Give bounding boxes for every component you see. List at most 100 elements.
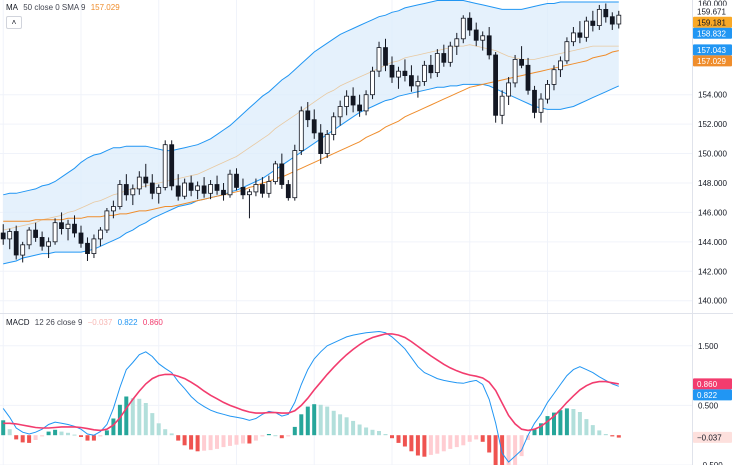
candle-body (383, 47, 388, 66)
candle (162, 140, 168, 191)
histogram-bar (53, 429, 58, 436)
candle (214, 175, 220, 195)
histogram-bar (7, 429, 12, 436)
candle (298, 106, 304, 156)
price-badge: 159.671 (693, 5, 732, 17)
price-badge-text: 159.181 (697, 18, 726, 27)
candle-body (493, 54, 499, 116)
candle (149, 174, 155, 200)
macd-badge-bg (693, 431, 732, 443)
candle-body (195, 185, 201, 191)
candle-body (227, 173, 233, 196)
candle (266, 175, 272, 198)
price-badge-text: 158.832 (697, 29, 726, 38)
ma-legend-params: 50 close 0 SMA 9 (23, 3, 86, 12)
price-tick-label: 142.000 (698, 267, 727, 276)
bollinger-upper-line (3, 0, 619, 196)
candlesticks (0, 3, 622, 263)
candle-body (324, 133, 330, 154)
candle-body (85, 242, 90, 255)
candle-body (441, 53, 447, 63)
candle (201, 177, 207, 198)
candle-body (143, 176, 149, 184)
candle (0, 224, 6, 245)
candle (52, 218, 58, 245)
histogram-bar (435, 435, 440, 454)
candle-body (318, 132, 324, 155)
histogram-bar (519, 435, 524, 457)
candle (603, 3, 609, 23)
histogram-bar (98, 435, 103, 437)
candle-body (577, 32, 583, 38)
candle (104, 208, 110, 234)
histogram-bar (402, 435, 407, 447)
candle (156, 184, 162, 204)
candle (85, 237, 90, 261)
candle-body (609, 16, 615, 25)
histogram-bar (564, 408, 569, 436)
candle (350, 87, 356, 113)
price-badge-bg (693, 16, 732, 28)
candle-body (246, 191, 252, 196)
collapse-legend-button[interactable]: ˄ (6, 16, 22, 29)
candle (331, 112, 337, 141)
candle-body (214, 184, 220, 191)
histogram-bar (143, 403, 148, 436)
price-tick-label: 144.000 (698, 238, 727, 247)
candle-body (584, 20, 589, 38)
histogram-bar (305, 406, 310, 436)
candle (499, 90, 505, 125)
candle (78, 225, 84, 248)
candle-body (13, 231, 19, 256)
candle (188, 175, 194, 197)
histogram-bar (344, 417, 349, 436)
candle (292, 144, 298, 201)
candle (246, 188, 252, 219)
candle-body (175, 185, 181, 197)
candle-body (434, 53, 440, 74)
candle (123, 174, 129, 201)
candle (441, 44, 447, 67)
candle-body (545, 84, 550, 100)
candle-body (20, 244, 26, 256)
histogram-bar (526, 435, 530, 440)
candle-body (480, 35, 486, 41)
candle-body (357, 104, 363, 112)
price-badge: 157.029 (693, 55, 732, 67)
candle (136, 171, 142, 195)
histogram-bar (202, 435, 207, 451)
candle-body (421, 64, 427, 82)
candle-body (39, 236, 45, 247)
histogram-bar (150, 413, 155, 436)
candle (590, 10, 596, 32)
candle (324, 130, 330, 158)
price-badge-bg (693, 55, 732, 67)
candle (175, 174, 181, 201)
macd-legend: MACD 12 26 close 9 −0.037 0.822 0.860 (6, 318, 166, 327)
candle-body (26, 229, 32, 246)
candle-body (590, 20, 596, 26)
histogram-bar (33, 435, 38, 440)
histogram-bar (253, 435, 258, 441)
candle-body (221, 189, 226, 196)
candle (46, 237, 51, 259)
histogram-bar (377, 431, 381, 436)
candle (72, 215, 77, 238)
candle-body (525, 64, 531, 91)
candle-body (266, 181, 272, 194)
bollinger-lower-line (3, 83, 620, 265)
ma-legend-name: MA (6, 3, 18, 12)
candle-body (376, 47, 382, 72)
candle (538, 93, 544, 123)
candle (98, 227, 103, 247)
candle-body (130, 188, 136, 196)
candle-body (156, 186, 162, 194)
histogram-bar (390, 435, 394, 439)
histogram-bar (66, 432, 70, 436)
histogram-bar (163, 429, 168, 436)
price-tick-label: 160.000 (698, 0, 727, 8)
candle (402, 59, 408, 82)
histogram-bar (156, 423, 161, 436)
histogram-bar (137, 398, 142, 436)
histogram-bar (500, 435, 505, 465)
